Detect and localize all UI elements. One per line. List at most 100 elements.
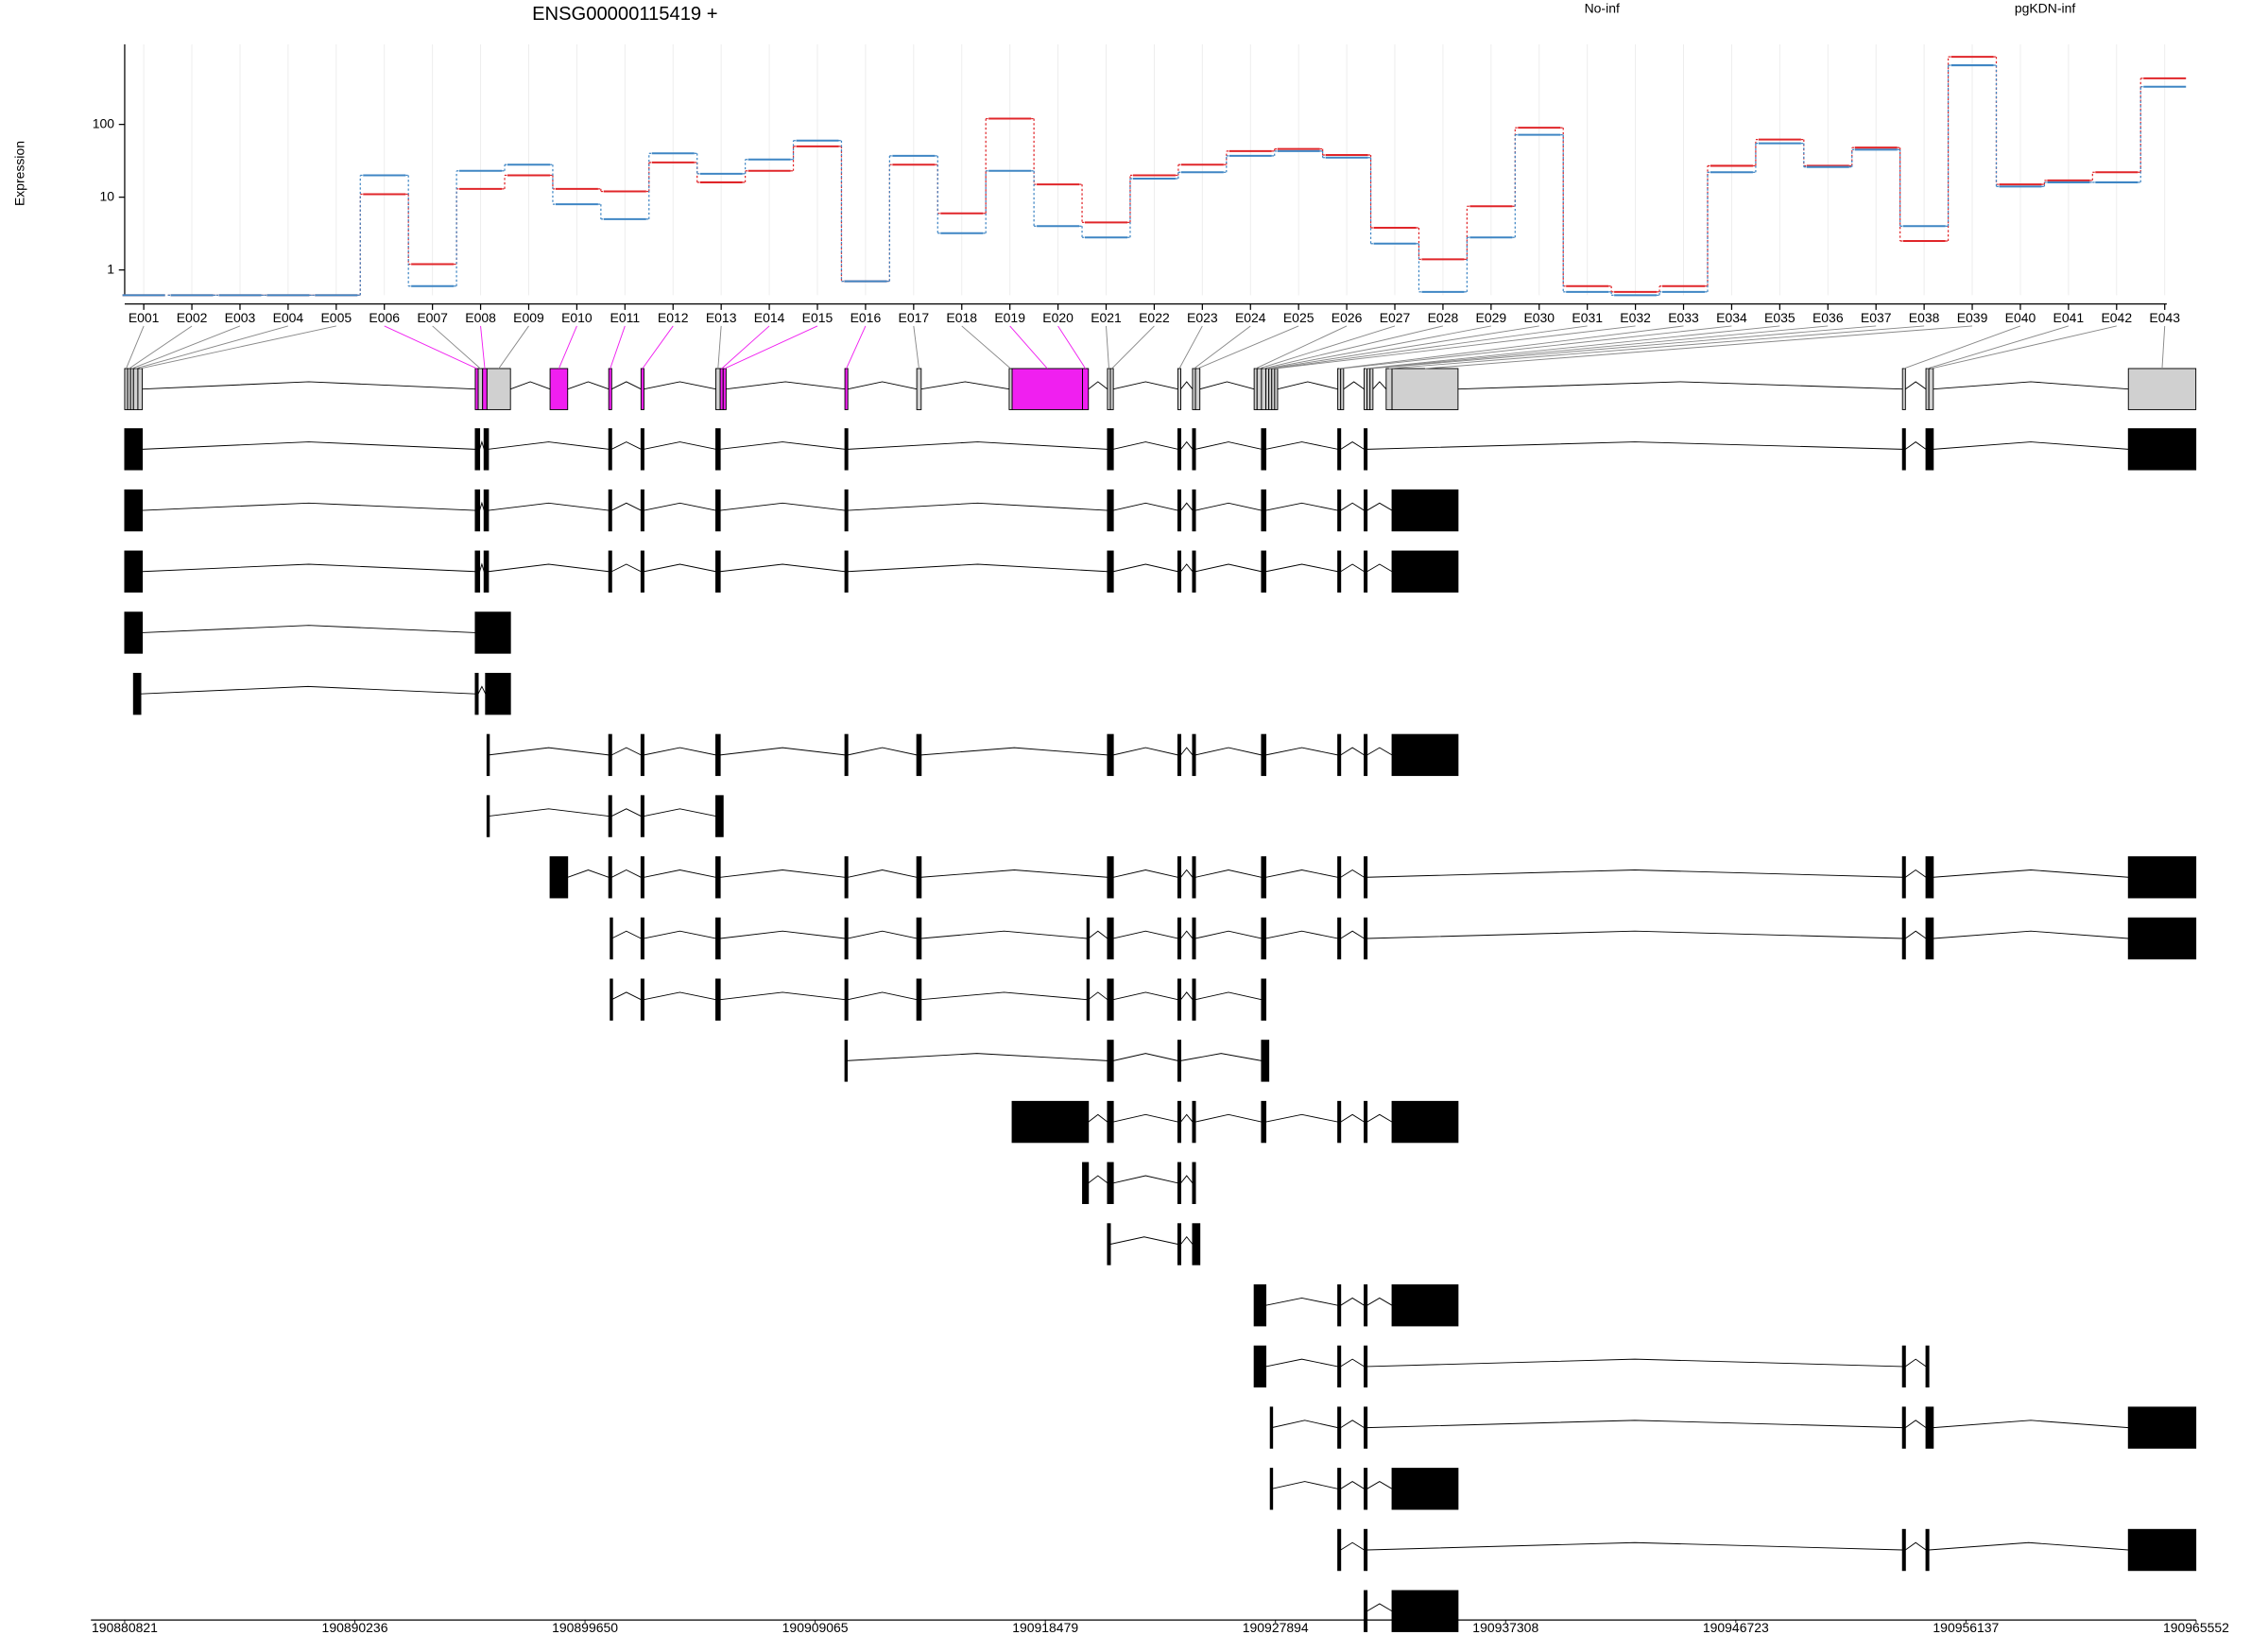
intron <box>479 439 485 450</box>
intron <box>644 563 716 573</box>
intron <box>1933 930 2129 939</box>
intron <box>142 625 475 633</box>
exon <box>1337 1100 1342 1144</box>
exon <box>916 978 922 1021</box>
bin-connector <box>558 325 577 370</box>
exon <box>640 733 644 777</box>
x-tick-label: E013 <box>706 310 737 325</box>
exon <box>1261 1040 1270 1082</box>
intron <box>1194 747 1263 756</box>
exon <box>1253 1345 1267 1388</box>
intron <box>1366 869 1903 878</box>
exon <box>608 428 612 471</box>
exon <box>1253 1284 1267 1327</box>
exon-bin <box>1385 368 1393 410</box>
intron <box>1340 563 1365 573</box>
bin-connector <box>131 325 241 370</box>
exon <box>474 611 511 654</box>
intron <box>720 991 846 1001</box>
intron <box>1340 1297 1365 1306</box>
intron <box>1366 930 1903 939</box>
intron <box>1180 440 1194 450</box>
intron <box>1366 1603 1393 1612</box>
intron <box>848 869 918 878</box>
intron <box>479 562 485 572</box>
intron <box>1340 502 1365 511</box>
exon <box>132 672 142 715</box>
bin-connector <box>1259 325 1396 370</box>
exon <box>1107 1162 1114 1204</box>
exon-bin <box>1901 368 1906 410</box>
exon <box>640 917 644 960</box>
intron <box>720 563 846 573</box>
exon <box>715 489 721 532</box>
exon <box>1364 917 1368 960</box>
bin-connector <box>1276 325 1636 370</box>
intron <box>1340 1113 1365 1123</box>
x-tick-label: E034 <box>1716 310 1747 325</box>
exon <box>1337 428 1342 471</box>
exon <box>1086 978 1091 1021</box>
x-tick-label: E015 <box>802 310 833 325</box>
exon <box>640 795 644 837</box>
intron <box>1199 381 1255 390</box>
exon <box>124 611 144 654</box>
intron <box>1905 930 1927 939</box>
exon <box>483 428 490 471</box>
exon <box>1391 550 1459 593</box>
exon-bin <box>1082 368 1090 410</box>
intron <box>1113 381 1178 390</box>
exon <box>1364 489 1368 532</box>
intron <box>1113 563 1178 573</box>
bin-connector <box>1270 325 1539 370</box>
intron <box>1277 381 1338 390</box>
x-tick-label: E028 <box>1428 310 1459 325</box>
bin-connector <box>1255 325 1348 370</box>
bin-connector <box>721 325 770 370</box>
exon <box>1261 917 1267 960</box>
intron <box>1372 381 1387 390</box>
exon <box>1364 856 1368 899</box>
exon-bin <box>2127 368 2197 410</box>
exon <box>608 856 612 899</box>
intron <box>567 869 610 878</box>
intron <box>1340 1420 1365 1429</box>
bin-connector <box>1267 325 1491 370</box>
intron <box>920 930 1088 939</box>
exon <box>1107 917 1114 960</box>
y-axis-label: Expression <box>11 141 26 206</box>
x-tick-label: E032 <box>1620 310 1651 325</box>
exon <box>844 856 849 899</box>
bin-connector <box>1424 325 1973 370</box>
intron <box>1180 991 1194 1000</box>
exon <box>1901 1345 1906 1388</box>
intron <box>488 563 610 573</box>
chart-title: ENSG00000115419 + <box>532 4 717 25</box>
legend-entry: No-inf <box>1585 0 1620 15</box>
intron <box>611 808 642 817</box>
intron <box>1366 1297 1393 1306</box>
exon-bin <box>477 368 484 410</box>
intron <box>1265 1358 1338 1368</box>
exon <box>1391 1590 1459 1632</box>
intron <box>1366 1541 1903 1551</box>
exon <box>1901 1528 1906 1572</box>
exon <box>1261 1100 1267 1144</box>
bin-connector <box>480 325 486 370</box>
exon <box>485 672 511 715</box>
x-tick-label: E022 <box>1139 310 1170 325</box>
intron <box>1271 1420 1338 1429</box>
intron <box>477 685 487 695</box>
intron <box>142 563 475 573</box>
bin-connector <box>724 325 818 370</box>
bin-connector <box>846 325 867 370</box>
exon <box>1901 1406 1906 1449</box>
exon <box>1107 978 1114 1021</box>
exon <box>124 550 144 593</box>
exon-bin <box>1369 368 1374 410</box>
intron <box>1194 991 1263 1001</box>
y-tick-label: 1 <box>107 261 114 276</box>
exon-bin <box>722 368 727 410</box>
exon <box>1261 550 1267 593</box>
exon <box>1337 1284 1342 1327</box>
